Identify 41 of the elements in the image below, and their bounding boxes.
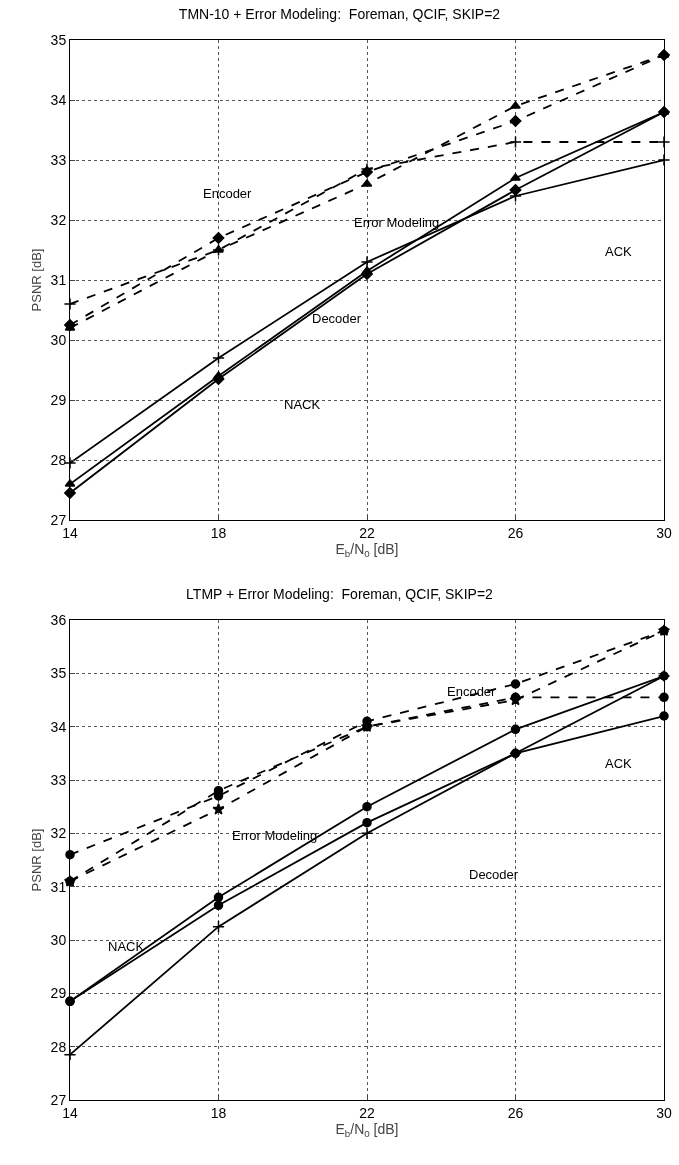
y-tick-label: 30 [50,331,67,348]
y-tick-label: 28 [50,1038,67,1055]
annotation: Encoder [447,684,497,699]
y-tick-label: 32 [50,825,67,842]
x-tick-label: 22 [359,1104,375,1121]
annotation: NACK [284,397,321,412]
annotation: Encoder [203,186,253,201]
x-tick-label: 18 [210,1104,227,1121]
annotation: NACK [108,939,145,954]
annotation: Error Modeling [232,828,318,843]
annotation: Decoder [469,867,519,882]
annotation: ACK [605,756,633,771]
annotation: Decoder [312,311,362,326]
y-tick-label: 33 [50,151,67,168]
x-tick-label: 26 [507,524,524,541]
y-tick-label: 33 [50,771,67,788]
x-tick-label: 30 [656,524,672,541]
chart-title: LTMP + Error Modeling: Foreman, QCIF, SKIP=2 [186,585,494,602]
y-tick-label: 28 [50,451,67,468]
y-tick-label: 35 [50,31,67,48]
y-tick-label: 29 [50,985,67,1002]
y-tick-label: 32 [50,211,67,228]
y-tick-label: 36 [50,611,67,628]
x-tick-label: 26 [507,1104,524,1121]
x-axis-title: E$_{b}$/N$_{0}$ [dB] [335,541,399,560]
chart-title: TMN-10 + Error Modeling: Foreman, QCIF, SKIP=2 [178,5,501,22]
y-tick-label: 31 [50,878,67,895]
y-tick-label: 30 [50,931,67,948]
x-axis-title: E$_{b}$/N$_{0}$ [dB] [335,1121,399,1140]
annotation: Error Modeling [354,215,440,230]
x-tick-label: 18 [210,524,227,541]
y-tick-label: 31 [50,271,67,288]
y-axis-title: PSNR [dB] [28,248,44,312]
y-tick-label: 29 [50,391,67,408]
y-axis-title: PSNR [dB] [28,828,44,892]
y-tick-label: 35 [50,665,67,682]
x-tick-label: 22 [359,524,375,541]
annotation: ACK [605,244,633,259]
x-tick-label: 30 [656,1104,672,1121]
y-tick-label: 34 [50,91,67,108]
y-tick-label: 34 [50,718,67,735]
